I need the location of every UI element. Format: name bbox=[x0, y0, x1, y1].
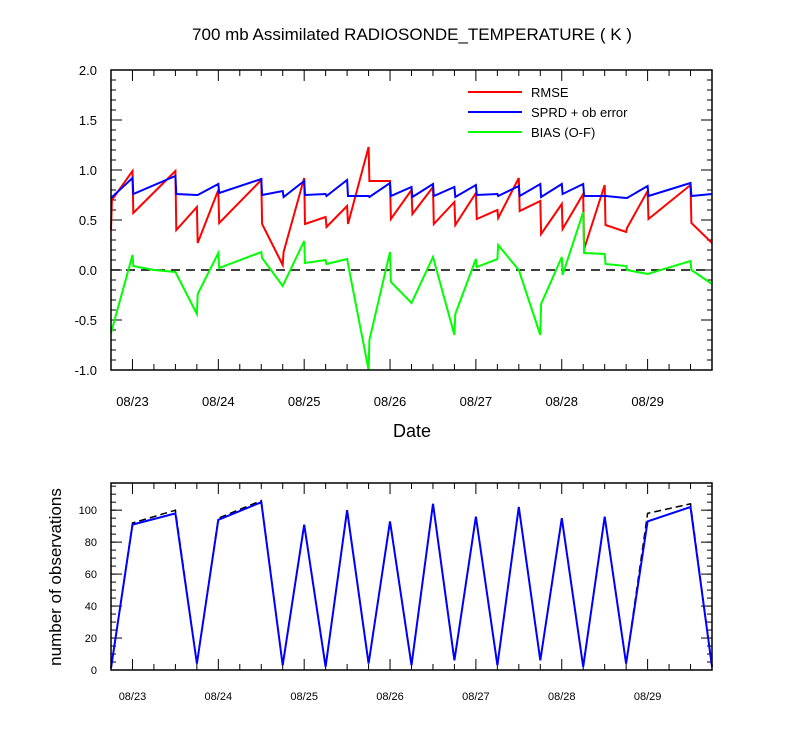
top-chart-plot bbox=[110, 146, 713, 371]
x-tick-label: 08/25 bbox=[288, 394, 321, 409]
y-tick-label: 1.5 bbox=[79, 113, 97, 128]
y-tick-label: 1.0 bbox=[79, 163, 97, 178]
y-tick-label: 0 bbox=[91, 665, 97, 677]
y-tick-label: 40 bbox=[85, 601, 97, 613]
series-line-rmse bbox=[110, 146, 713, 269]
bottom-chart-plot bbox=[110, 499, 713, 669]
x-tick-label: 08/25 bbox=[290, 691, 318, 703]
y-tick-label: 20 bbox=[85, 633, 97, 645]
x-tick-label: 08/26 bbox=[374, 394, 407, 409]
series-line-obs-dashed bbox=[110, 499, 713, 669]
y-tick-label: 60 bbox=[85, 569, 97, 581]
x-axis-label: Date bbox=[393, 421, 431, 441]
x-tick-label: 08/26 bbox=[376, 691, 404, 703]
y-tick-label: 80 bbox=[85, 537, 97, 549]
y-tick-label: 2.0 bbox=[79, 63, 97, 78]
legend-label: RMSE bbox=[531, 85, 569, 100]
chart-legend: RMSE SPRD + ob error BIAS (O-F) bbox=[468, 85, 628, 140]
x-tick-label: 08/28 bbox=[545, 394, 578, 409]
top-chart-axes: 08/23 08/24 08/25 08/26 08/27 08/28 08/29 -1.0 -… bbox=[75, 63, 713, 409]
y-tick-label: 0.5 bbox=[79, 213, 97, 228]
x-tick-label: 08/24 bbox=[202, 394, 235, 409]
legend-label: BIAS (O-F) bbox=[531, 125, 595, 140]
series-line-obs-blue bbox=[110, 500, 713, 669]
y-tick-label: -0.5 bbox=[75, 313, 97, 328]
series-line-bias-o-f bbox=[110, 211, 713, 371]
x-tick-label: 08/29 bbox=[631, 394, 664, 409]
y-tick-label: 100 bbox=[79, 505, 97, 517]
x-tick-label: 08/29 bbox=[634, 691, 662, 703]
x-tick-label: 08/27 bbox=[462, 691, 490, 703]
legend-label: SPRD + ob error bbox=[531, 105, 628, 120]
x-tick-label: 08/23 bbox=[119, 691, 147, 703]
chart-title: 700 mb Assimilated RADIOSONDE_TEMPERATUR… bbox=[192, 25, 632, 44]
x-tick-label: 08/24 bbox=[205, 691, 233, 703]
top-plot-frame bbox=[110, 69, 713, 371]
x-tick-label: 08/23 bbox=[116, 394, 149, 409]
bottom-plot-frame bbox=[110, 482, 713, 671]
y-tick-label: 0.0 bbox=[79, 263, 97, 278]
y-axis-label: number of observations bbox=[46, 488, 65, 666]
x-tick-label: 08/27 bbox=[460, 394, 493, 409]
bottom-chart-axes: 08/23 08/24 08/25 08/26 08/27 08/28 08/29 0 20 40… bbox=[79, 483, 713, 703]
x-tick-label: 08/28 bbox=[548, 691, 576, 703]
y-tick-label: -1.0 bbox=[75, 363, 97, 378]
series-line-sprd-ob-error bbox=[110, 174, 713, 199]
